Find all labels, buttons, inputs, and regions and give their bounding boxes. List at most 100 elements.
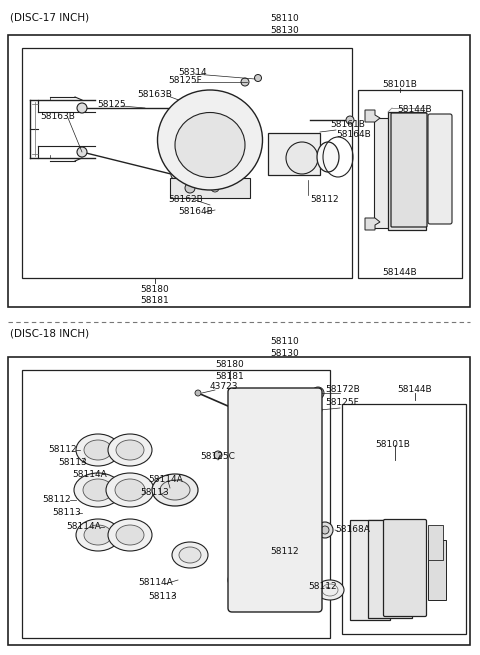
Ellipse shape — [179, 547, 201, 563]
Ellipse shape — [76, 519, 120, 551]
Circle shape — [185, 183, 195, 193]
Text: 58144B: 58144B — [383, 268, 417, 277]
Circle shape — [438, 143, 442, 147]
Text: 58113: 58113 — [148, 592, 177, 601]
FancyBboxPatch shape — [228, 388, 322, 612]
Circle shape — [235, 415, 245, 425]
Text: 58180: 58180 — [216, 360, 244, 369]
Ellipse shape — [152, 474, 198, 506]
Text: 58114A: 58114A — [148, 475, 183, 484]
Circle shape — [77, 147, 87, 157]
Text: 58114A: 58114A — [138, 578, 173, 587]
Ellipse shape — [175, 113, 245, 178]
Bar — [428, 525, 443, 560]
Bar — [342, 404, 466, 634]
Bar — [350, 520, 390, 620]
FancyBboxPatch shape — [384, 519, 427, 616]
Text: 58112: 58112 — [308, 582, 336, 591]
Text: 58125F: 58125F — [168, 76, 202, 85]
Text: 58112: 58112 — [42, 495, 71, 504]
Circle shape — [438, 163, 442, 167]
Text: 58161B: 58161B — [330, 120, 365, 129]
Bar — [22, 48, 352, 278]
Ellipse shape — [160, 480, 190, 500]
Circle shape — [211, 184, 219, 192]
Circle shape — [305, 460, 315, 470]
Ellipse shape — [106, 473, 154, 507]
Bar — [374, 118, 406, 228]
Ellipse shape — [172, 542, 208, 568]
Ellipse shape — [74, 473, 122, 507]
Text: 58114A: 58114A — [66, 522, 101, 531]
Circle shape — [235, 460, 245, 470]
Circle shape — [346, 116, 354, 124]
Text: 58112: 58112 — [270, 547, 299, 556]
Text: 58180: 58180 — [141, 285, 169, 294]
Bar — [358, 90, 462, 278]
FancyBboxPatch shape — [428, 114, 452, 224]
Bar — [388, 112, 426, 230]
Ellipse shape — [228, 568, 262, 592]
FancyBboxPatch shape — [391, 113, 427, 227]
Text: 58181: 58181 — [216, 372, 244, 381]
Text: 58130: 58130 — [271, 26, 300, 35]
Circle shape — [305, 595, 315, 605]
Text: 58113: 58113 — [140, 488, 169, 497]
Text: 58172B: 58172B — [325, 385, 360, 394]
Text: 58113: 58113 — [52, 508, 81, 517]
Text: 58114A: 58114A — [72, 470, 107, 479]
Bar — [22, 370, 330, 638]
Ellipse shape — [115, 479, 145, 501]
Ellipse shape — [116, 525, 144, 545]
Circle shape — [171, 171, 179, 179]
Ellipse shape — [280, 549, 310, 571]
Text: 58125F: 58125F — [325, 398, 359, 407]
Polygon shape — [365, 218, 380, 230]
Circle shape — [77, 103, 87, 113]
Text: 58125: 58125 — [97, 100, 126, 109]
Bar — [8, 357, 470, 645]
Bar — [268, 133, 320, 175]
Ellipse shape — [317, 142, 339, 172]
Text: 58163B: 58163B — [40, 112, 75, 121]
Text: 58314: 58314 — [178, 68, 206, 77]
Ellipse shape — [76, 434, 120, 466]
Circle shape — [214, 451, 222, 459]
Text: 58144B: 58144B — [398, 385, 432, 394]
Text: 58101B: 58101B — [383, 80, 418, 89]
Ellipse shape — [108, 519, 152, 551]
Bar — [368, 520, 412, 618]
Circle shape — [196, 104, 204, 112]
Text: (DISC-18 INCH): (DISC-18 INCH) — [10, 328, 89, 338]
Ellipse shape — [84, 525, 112, 545]
Text: 58168A: 58168A — [335, 525, 370, 534]
Ellipse shape — [83, 479, 113, 501]
Circle shape — [321, 526, 329, 534]
Circle shape — [235, 595, 245, 605]
Circle shape — [438, 203, 442, 207]
Circle shape — [170, 107, 180, 117]
Circle shape — [236, 111, 244, 119]
Polygon shape — [365, 110, 380, 122]
Text: 58164B: 58164B — [178, 207, 213, 216]
Circle shape — [305, 550, 315, 560]
Text: 58110: 58110 — [271, 337, 300, 346]
Ellipse shape — [84, 440, 112, 460]
Ellipse shape — [157, 90, 263, 190]
Text: 58112: 58112 — [310, 195, 338, 204]
Bar — [428, 540, 446, 600]
Circle shape — [286, 142, 318, 174]
Text: 58130: 58130 — [271, 349, 300, 358]
Text: 58125C: 58125C — [200, 452, 235, 461]
Bar — [170, 178, 250, 198]
Ellipse shape — [108, 434, 152, 466]
Text: 58162B: 58162B — [168, 195, 203, 204]
Text: 58113: 58113 — [58, 458, 87, 467]
Ellipse shape — [316, 580, 344, 600]
Text: 58144B: 58144B — [398, 105, 432, 114]
Circle shape — [305, 505, 315, 515]
Text: 58112: 58112 — [48, 445, 77, 454]
Circle shape — [235, 505, 245, 515]
Bar — [8, 35, 470, 307]
Text: 58101B: 58101B — [375, 440, 410, 449]
